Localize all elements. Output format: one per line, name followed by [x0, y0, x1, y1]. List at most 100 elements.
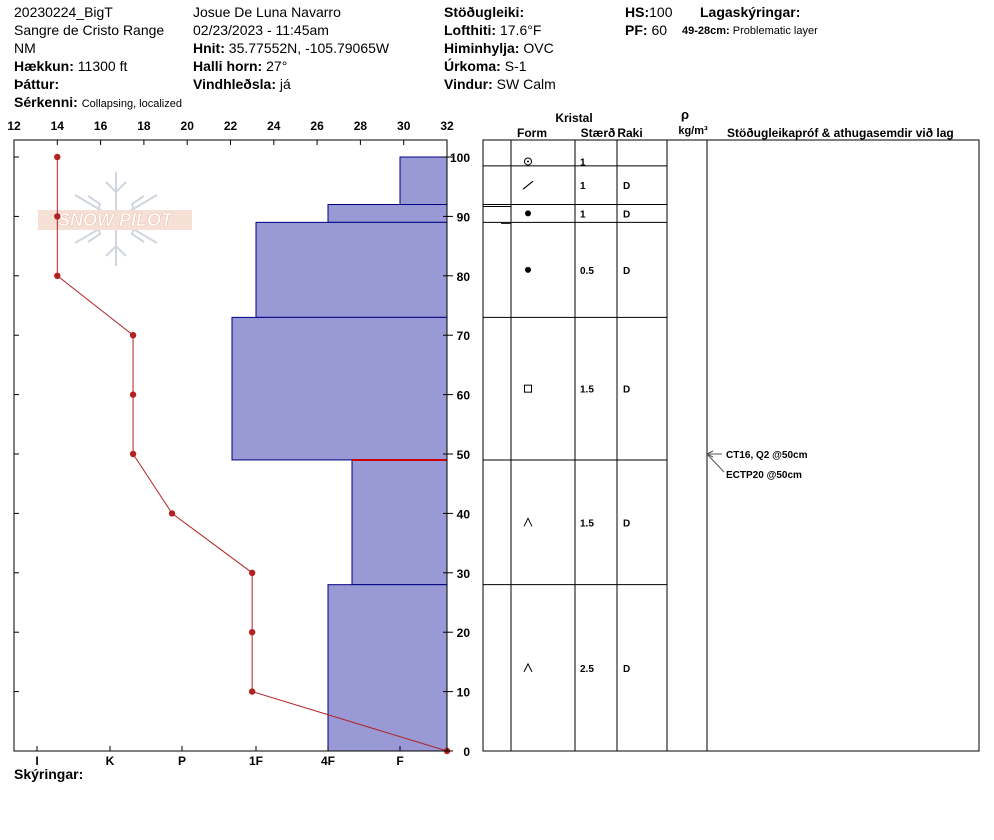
temp-tick-label: 32: [440, 119, 454, 133]
precipitation: Úrkoma: S-1: [444, 57, 526, 75]
air-temp: Lofthiti: 17.6°F: [444, 21, 541, 39]
dot-shape: [525, 266, 531, 273]
moisture-value: D: [623, 385, 630, 396]
datetime: 02/23/2023 - 11:45am: [193, 22, 329, 38]
slope-label: Halli horn:: [193, 58, 263, 74]
dot-icon: [525, 210, 531, 217]
dot-shape: [525, 210, 531, 217]
temperature-point: [129, 332, 137, 339]
temperature-point: [54, 272, 61, 279]
tests-header: Stöðugleikapróf & athugasemdir við lag: [727, 126, 954, 140]
pf: PF: 60: [625, 21, 667, 39]
notes-label: Skýringar:: [14, 766, 84, 782]
height-tick-label: 30: [457, 567, 471, 581]
size-value: 1: [580, 209, 586, 220]
temp-tick-label: 18: [137, 119, 151, 133]
hardness-layer: [399, 156, 448, 206]
elevation-value: 11300 ft: [77, 58, 128, 74]
caret-icon: [523, 517, 533, 527]
precip-label: Úrkoma:: [444, 58, 501, 74]
temp-tick-label: 20: [181, 119, 195, 133]
hardness-axis: I K P 1F 4F F: [35, 746, 404, 768]
height-tick-label: 40: [457, 507, 471, 521]
temp-tick-label: 16: [94, 119, 108, 133]
hs: HS:100: [625, 3, 672, 21]
temp-tick-label: 24: [267, 119, 281, 133]
sky-value: OVC: [523, 40, 554, 56]
hardness-layer: [327, 584, 448, 752]
size-value: 1.5: [580, 385, 594, 396]
crystal-header: Kristal: [555, 111, 592, 125]
size-value: 1: [580, 181, 586, 192]
layer-note-text: Problematic layer: [732, 25, 818, 37]
test-label: ECTP20 @50cm: [726, 470, 802, 481]
hardness-layers: [231, 156, 448, 752]
hardness-tick-label: P: [178, 754, 186, 768]
table-rows: 1 1 D 1 D 0.5 D 1.5 D 1.5 D 2.5 D: [483, 157, 667, 675]
hs-value: 100: [649, 4, 673, 20]
features: Sérkenni: Collapsing, localized: [14, 93, 182, 113]
pf-label: PF:: [625, 22, 648, 38]
air-temp-label: Lofthiti:: [444, 22, 497, 38]
temp-tick-label: 26: [310, 119, 324, 133]
sky: Himinhylja: OVC: [444, 39, 554, 57]
temp-tick-label: 22: [224, 119, 238, 133]
size-value: 1: [580, 157, 586, 168]
density-unit: kg/m³: [678, 125, 708, 137]
graupel-outline: [524, 157, 532, 166]
stability-label: Stöðugleiki:: [444, 4, 525, 20]
height-tick-label: 60: [457, 389, 471, 403]
graupel-center: [527, 160, 529, 163]
size-value: 2.5: [580, 664, 594, 675]
precip-value: S-1: [504, 58, 527, 74]
coordinates: Hnit: 35.77552N, -105.79065W: [193, 39, 389, 57]
hardness-tick-label: 4F: [321, 754, 335, 768]
wind-label: Vindur:: [444, 76, 493, 92]
wind-loading-value: já: [279, 76, 291, 92]
wind-value: SW Calm: [496, 76, 556, 92]
slash-icon: [522, 180, 534, 190]
moisture-value: D: [623, 518, 630, 529]
logo-text: SNOW PILOT: [58, 210, 174, 230]
size-header: Stærð: [581, 126, 616, 140]
layer-note-range: 49-28cm:: [682, 25, 730, 37]
test-label: CT16, Q2 @50cm: [726, 450, 808, 461]
air-temp-value: 17.6°F: [499, 22, 542, 38]
hardness-tick-label: I: [35, 754, 38, 768]
height-tick-label: 90: [457, 210, 471, 224]
layer-notes-title: Lagaskýringar:: [700, 4, 801, 20]
temperature-point: [248, 688, 256, 695]
slope: Halli horn: 27°: [193, 57, 287, 75]
moisture-value: D: [623, 209, 630, 220]
stability-tests: CT16, Q2 @50cm ECTP20 @50cm: [705, 450, 808, 481]
caret-shape: [523, 662, 533, 673]
temp-tick-label: 14: [51, 119, 65, 133]
wind-loading-label: Vindhleðsla:: [193, 76, 276, 92]
observer: Josue De Luna Navarro: [193, 4, 341, 20]
features-value: Collapsing, localized: [81, 98, 182, 110]
height-tick-label: 10: [457, 686, 471, 700]
wind: Vindur: SW Calm: [444, 75, 556, 93]
moisture-value: D: [623, 266, 630, 277]
state: NM: [14, 40, 36, 56]
temperature-axis: 12 14 16 18 20 22 24 26 28 30 32: [7, 119, 454, 145]
test-arrow: [706, 453, 725, 473]
height-tick-label: 70: [457, 329, 471, 343]
coords-label: Hnit:: [193, 40, 225, 56]
layer-note: 49-28cm: Problematic layer: [682, 22, 818, 40]
hardness-layer: [327, 204, 448, 223]
wind-loading: Vindhleðsla: já: [193, 75, 291, 93]
caret-icon: [523, 662, 533, 673]
form-header: Form: [517, 126, 547, 140]
hs-label: HS:: [625, 4, 650, 20]
slope-value: 27°: [266, 58, 288, 74]
graupel-icon: [524, 157, 532, 166]
caret-shape: [523, 517, 533, 527]
temperature-point: [129, 391, 137, 398]
square-icon: [524, 384, 532, 393]
temperature-point: [168, 510, 176, 517]
slash-stroke: [522, 180, 534, 190]
coords-value: 35.77552N, -105.79065W: [228, 40, 390, 56]
height-tick-label: 100: [450, 151, 470, 165]
hardness-tick-label: F: [396, 754, 403, 768]
